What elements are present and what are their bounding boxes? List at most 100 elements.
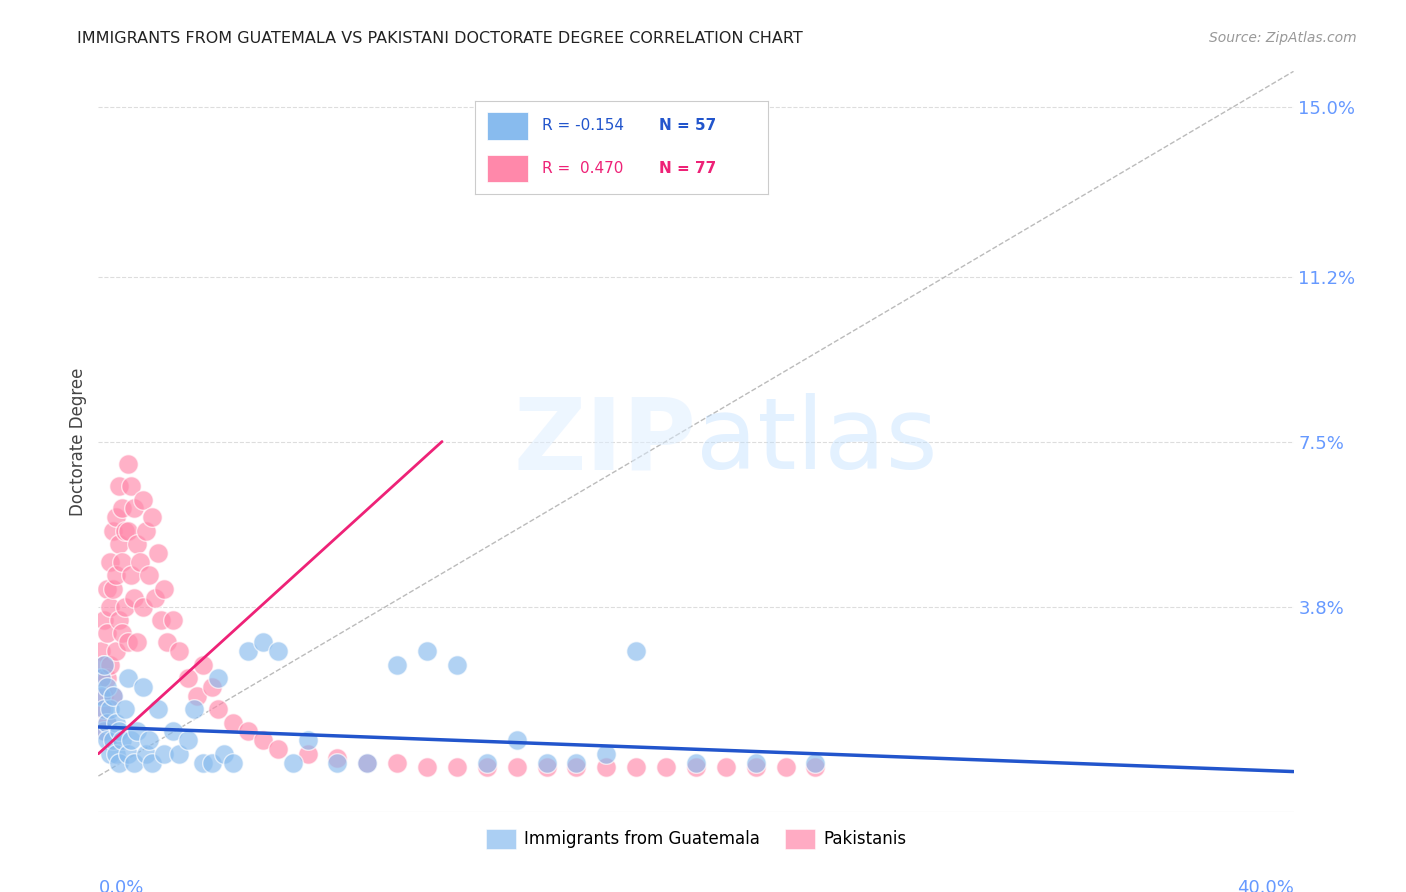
Point: [117, 524, 139, 538]
Point: [595, 760, 617, 774]
Point: [108, 756, 131, 770]
Text: atlas: atlas: [696, 393, 938, 490]
Point: [356, 756, 378, 770]
Point: [90, 671, 112, 685]
Point: [267, 742, 290, 756]
Point: [117, 671, 139, 685]
Point: [103, 689, 125, 703]
Point: [252, 733, 274, 747]
Point: [90, 644, 112, 658]
Point: [222, 715, 245, 730]
Point: [108, 479, 131, 493]
Point: [124, 591, 146, 605]
Point: [90, 689, 112, 703]
Point: [124, 756, 146, 770]
Point: [108, 724, 131, 739]
Point: [595, 747, 617, 761]
Point: [177, 671, 200, 685]
Point: [93, 657, 115, 672]
Point: [105, 510, 128, 524]
Point: [117, 747, 139, 761]
Point: [626, 760, 648, 774]
Point: [191, 657, 214, 672]
Point: [267, 644, 290, 658]
Point: [114, 702, 136, 716]
Point: [148, 546, 170, 560]
Point: [207, 702, 229, 716]
Point: [135, 747, 157, 761]
Point: [96, 733, 118, 747]
Point: [212, 747, 235, 761]
Point: [153, 582, 176, 596]
Point: [775, 760, 797, 774]
Point: [105, 568, 128, 582]
Point: [143, 591, 166, 605]
Point: [93, 702, 115, 716]
Point: [114, 524, 136, 538]
Point: [141, 756, 163, 770]
Point: [93, 613, 115, 627]
Point: [326, 756, 349, 770]
Point: [108, 613, 131, 627]
Y-axis label: Doctorate Degree: Doctorate Degree: [69, 368, 87, 516]
Point: [93, 689, 115, 703]
Point: [475, 760, 498, 774]
Point: [626, 644, 648, 658]
Point: [416, 644, 439, 658]
Point: [714, 760, 737, 774]
Point: [506, 733, 529, 747]
Point: [103, 689, 125, 703]
Point: [475, 756, 498, 770]
Text: 0.0%: 0.0%: [98, 879, 143, 892]
Point: [655, 760, 678, 774]
Point: [103, 733, 125, 747]
Point: [297, 747, 319, 761]
Point: [120, 733, 142, 747]
Point: [135, 524, 157, 538]
Point: [446, 760, 468, 774]
Point: [90, 702, 112, 716]
Point: [685, 756, 707, 770]
Point: [536, 756, 558, 770]
Point: [127, 724, 149, 739]
Point: [138, 733, 160, 747]
Point: [120, 568, 142, 582]
Point: [201, 680, 224, 694]
Point: [138, 568, 160, 582]
Point: [132, 492, 155, 507]
Point: [111, 501, 134, 516]
Point: [114, 599, 136, 614]
Point: [685, 760, 707, 774]
Point: [236, 724, 259, 739]
Point: [98, 599, 122, 614]
Point: [252, 635, 274, 649]
Point: [96, 626, 118, 640]
Point: [385, 756, 409, 770]
Point: [90, 671, 112, 685]
Point: [565, 756, 588, 770]
Point: [111, 626, 134, 640]
Point: [127, 635, 149, 649]
Point: [103, 582, 125, 596]
Point: [93, 724, 115, 739]
Point: [506, 760, 529, 774]
Point: [96, 680, 118, 694]
Point: [117, 635, 139, 649]
Point: [297, 733, 319, 747]
Point: [201, 756, 224, 770]
Point: [222, 756, 245, 770]
Point: [416, 760, 439, 774]
Point: [177, 733, 200, 747]
Point: [150, 613, 173, 627]
Text: IMMIGRANTS FROM GUATEMALA VS PAKISTANI DOCTORATE DEGREE CORRELATION CHART: IMMIGRANTS FROM GUATEMALA VS PAKISTANI D…: [77, 31, 803, 46]
Point: [385, 657, 409, 672]
Point: [108, 537, 131, 551]
Point: [103, 524, 125, 538]
Point: [96, 582, 118, 596]
Point: [98, 657, 122, 672]
Point: [536, 760, 558, 774]
Point: [98, 555, 122, 569]
Text: 40.0%: 40.0%: [1237, 879, 1294, 892]
Point: [183, 702, 205, 716]
Point: [111, 555, 134, 569]
